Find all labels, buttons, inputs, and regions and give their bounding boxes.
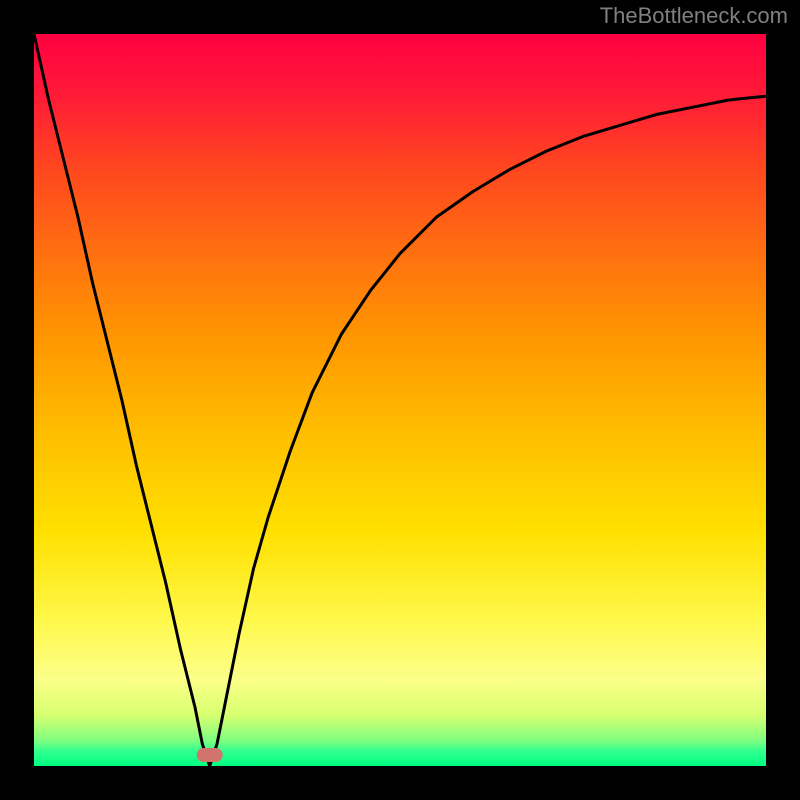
watermark-text: TheBottleneck.com: [600, 3, 788, 29]
optimal-marker: [197, 748, 223, 762]
plot-background: [34, 34, 766, 766]
chart-container: TheBottleneck.com: [0, 0, 800, 800]
bottleneck-chart: [0, 0, 800, 800]
